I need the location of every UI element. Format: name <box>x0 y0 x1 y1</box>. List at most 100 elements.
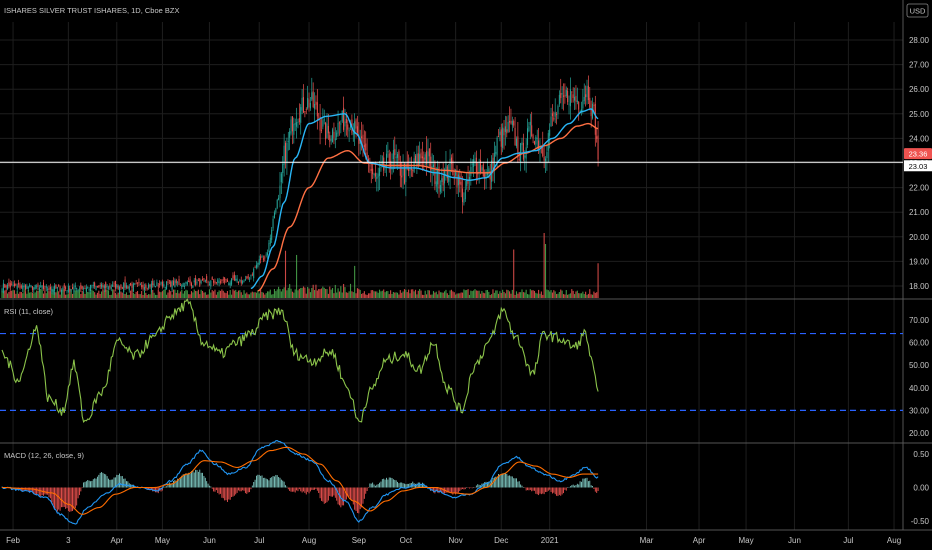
volume-bar <box>41 289 43 298</box>
candle <box>138 278 140 286</box>
volume-bar <box>289 284 291 298</box>
candle <box>72 283 74 290</box>
macd-histogram-bar <box>267 479 268 488</box>
volume-bar <box>513 249 515 298</box>
candle <box>268 239 270 253</box>
macd-histogram-bar <box>96 476 98 488</box>
volume-bar <box>486 289 488 298</box>
volume-bar <box>344 287 346 298</box>
macd-histogram-bar <box>586 477 588 488</box>
candle <box>264 255 266 262</box>
volume-bar <box>9 290 11 298</box>
candle <box>217 278 219 286</box>
volume-bar <box>24 291 27 298</box>
candle <box>178 275 180 286</box>
candle <box>48 285 50 291</box>
rsi-axis[interactable]: 70.00 60.00 50.00 40.00 30.00 20.00 <box>909 316 930 438</box>
time-tick-label: Aug <box>887 536 901 545</box>
volume-bar <box>59 294 61 298</box>
currency-badge[interactable]: USD <box>906 3 929 18</box>
macd-histogram-bar <box>569 486 571 488</box>
macd-histogram-bar <box>587 481 589 488</box>
macd-histogram-bar <box>200 472 202 488</box>
volume-bar <box>387 291 389 298</box>
macd-axis[interactable]: 0.50 0.00 -0.50 <box>911 450 930 526</box>
candle <box>265 252 267 258</box>
volume-bar <box>402 291 404 298</box>
candle <box>547 130 549 163</box>
macd-histogram-bar <box>509 475 511 488</box>
macd-histogram-bar <box>571 485 573 488</box>
candle <box>489 163 491 190</box>
volume-bar <box>347 292 349 298</box>
macd-histogram-bar <box>431 487 433 491</box>
time-tick-label: May <box>738 536 753 545</box>
candle <box>8 278 10 289</box>
candle <box>589 86 591 111</box>
macd-histogram-bar <box>398 483 400 488</box>
volume-bar <box>365 294 367 298</box>
macd-histogram-bar <box>193 472 195 488</box>
macd-tick-label: 0.00 <box>913 484 929 493</box>
candle <box>213 279 215 287</box>
candle <box>401 162 403 188</box>
candle <box>507 115 509 133</box>
candle <box>121 286 123 290</box>
volume-bar <box>119 290 121 298</box>
volume-bar <box>264 294 266 298</box>
volume-bar <box>272 294 274 298</box>
candle <box>103 284 105 292</box>
volume-bar <box>257 290 259 298</box>
time-tick-label: May <box>155 536 170 545</box>
volume-bar <box>459 293 461 298</box>
volume-bar <box>502 289 504 298</box>
candle <box>528 121 530 133</box>
volume-bar <box>383 289 385 298</box>
macd-histogram-bar <box>511 476 513 488</box>
candle <box>333 122 335 145</box>
volume-bar <box>150 290 152 298</box>
candle <box>327 113 329 140</box>
candle <box>208 281 210 286</box>
macd-histogram-bar <box>498 474 499 488</box>
volume-bar <box>506 289 508 298</box>
macd-histogram-bar <box>210 486 212 488</box>
macd-histogram-bar <box>473 487 475 488</box>
volume-bar <box>543 233 545 298</box>
macd-histogram-bar <box>261 475 263 488</box>
macd-histogram-bar <box>549 487 551 490</box>
macd-histogram-bar <box>161 487 163 491</box>
volume-bar <box>146 294 148 298</box>
macd-histogram-bar <box>366 487 368 492</box>
candle <box>243 279 245 283</box>
volume-bar <box>315 284 317 298</box>
macd-histogram-bar <box>204 477 206 488</box>
candle <box>312 82 314 109</box>
macd-histogram-bar <box>325 487 327 504</box>
macd-histogram-bar <box>561 487 563 495</box>
volume-bar <box>333 293 335 298</box>
volume-bar <box>437 294 439 298</box>
volume-bar <box>419 289 421 298</box>
macd-histogram-bar <box>110 479 112 488</box>
macd-histogram-bar <box>581 481 582 488</box>
time-axis[interactable]: Feb 3 Apr May Jun Jul Aug Sep Oct Nov Dec 2021 Mar Ap… <box>6 536 932 545</box>
volume-bar <box>258 293 260 298</box>
volume-bar <box>36 290 38 298</box>
volume-bar <box>12 289 14 298</box>
volume-bar <box>18 293 20 298</box>
candle <box>179 282 181 286</box>
macd-histogram-bar <box>106 476 108 488</box>
macd-histogram-bar <box>83 482 85 488</box>
macd-histogram-bar <box>337 487 339 505</box>
time-tick-label: Apr <box>111 536 124 545</box>
volume-bar <box>235 289 237 298</box>
candle <box>545 156 547 173</box>
candle <box>188 277 190 283</box>
volume-bar <box>569 293 571 298</box>
volume-bar <box>396 292 399 298</box>
candle <box>444 167 446 198</box>
macd-histogram-bar <box>529 487 531 490</box>
macd-histogram-bar <box>249 487 251 493</box>
